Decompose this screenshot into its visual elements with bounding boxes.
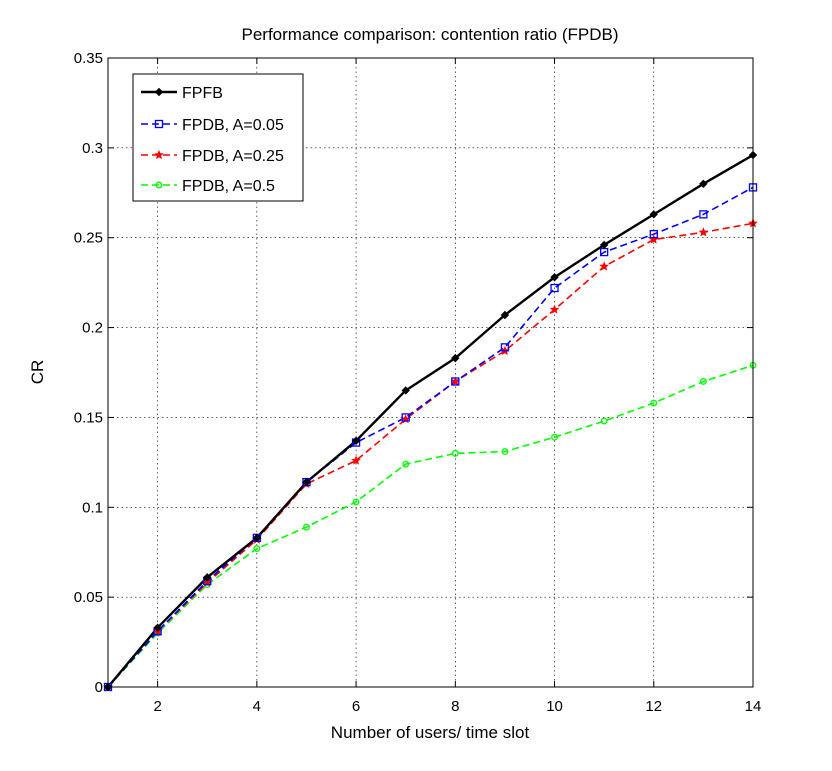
x-tick-label: 12 xyxy=(645,698,662,715)
data-point xyxy=(401,386,410,395)
data-point xyxy=(549,304,560,314)
axis-ticks xyxy=(108,57,754,688)
data-point xyxy=(351,436,361,445)
y-tick-label: 0.35 xyxy=(74,50,103,67)
data-point xyxy=(699,378,707,385)
data-point xyxy=(599,261,609,271)
y-tick-label: 0 xyxy=(95,679,103,696)
data-point xyxy=(650,399,658,407)
data-point xyxy=(203,573,212,582)
data-point xyxy=(500,343,510,352)
plot-frame xyxy=(107,57,754,688)
y-tick-label: 0.05 xyxy=(74,589,103,606)
data-point xyxy=(451,449,459,457)
y-tick-label: 0.25 xyxy=(74,230,103,247)
legend-label: FPDB, A=0.25 xyxy=(182,148,284,165)
legend-label: FPDB, A=0.05 xyxy=(182,117,284,134)
x-axis-label: Number of users/ time slot xyxy=(331,723,530,742)
y-tick-label: 0.2 xyxy=(82,320,103,337)
x-tick-labels: 2 4 6 8 10 12 14 xyxy=(153,698,761,715)
data-point xyxy=(252,533,262,543)
data-point xyxy=(649,210,658,219)
data-point xyxy=(153,623,162,632)
data-point xyxy=(451,353,460,363)
legend-marker xyxy=(154,119,164,129)
chart-title: Performance comparison: contention ratio… xyxy=(242,25,619,44)
data-point xyxy=(699,210,708,219)
series-line xyxy=(107,364,754,688)
series-line xyxy=(107,186,754,688)
series-markers xyxy=(103,150,758,692)
data-point xyxy=(699,179,708,189)
data-point xyxy=(401,413,410,422)
data-point xyxy=(698,227,709,237)
data-point xyxy=(302,477,311,487)
y-tick-labels: 0 0.05 0.1 0.15 0.2 0.25 0.3 0.35 xyxy=(74,50,103,696)
y-axis-label: CR xyxy=(28,360,47,385)
data-point xyxy=(351,455,361,465)
x-tick-label: 14 xyxy=(745,698,762,715)
data-point xyxy=(600,417,608,425)
data-point xyxy=(500,310,510,320)
legend: FPFB FPDB, A=0.05 FPDB, A=0.25 FPDB, A=0.5 xyxy=(132,73,304,202)
x-tick-label: 10 xyxy=(546,698,563,715)
y-tick-label: 0.3 xyxy=(82,140,103,157)
data-point xyxy=(352,498,360,506)
data-point xyxy=(451,377,460,386)
legend-box xyxy=(132,73,304,202)
data-point xyxy=(551,433,558,441)
data-point xyxy=(501,448,509,456)
series-line xyxy=(107,154,754,688)
y-tick-label: 0.15 xyxy=(74,409,103,426)
data-point xyxy=(253,545,261,553)
data-point xyxy=(402,460,410,468)
y-tick-label: 0.1 xyxy=(82,499,103,516)
x-tick-label: 2 xyxy=(153,698,161,715)
data-point xyxy=(599,240,609,250)
data-point xyxy=(550,283,559,293)
series-lines xyxy=(107,154,754,688)
legend-marker xyxy=(155,181,163,189)
data-point xyxy=(303,523,310,531)
x-tick-label: 6 xyxy=(352,698,360,715)
legend-label: FPDB, A=0.5 xyxy=(182,178,275,195)
legend-label: FPFB xyxy=(182,85,223,102)
x-tick-label: 4 xyxy=(253,698,261,715)
legend-marker xyxy=(154,87,164,97)
data-point xyxy=(550,273,559,282)
legend-marker xyxy=(154,149,164,160)
data-point xyxy=(649,229,658,239)
x-tick-label: 8 xyxy=(451,698,459,715)
